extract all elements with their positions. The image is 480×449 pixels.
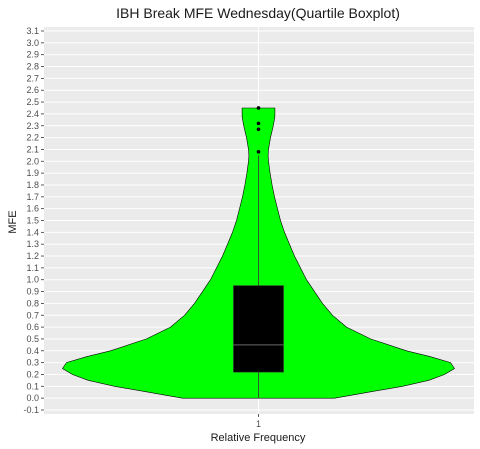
y-tick-label: 2.6 [26, 85, 39, 95]
y-tick-label: -0.1 [23, 405, 39, 415]
y-tick-label: 0.5 [26, 334, 39, 344]
y-tick-label: 1.9 [26, 168, 39, 178]
iqr-box [233, 285, 284, 373]
y-tick-label: 2.8 [26, 62, 39, 72]
y-tick-label: 0.9 [26, 287, 39, 297]
x-axis: 1 [256, 414, 261, 429]
outlier-point [256, 127, 261, 132]
y-tick-label: 2.5 [26, 97, 39, 107]
y-axis-title: MFE [7, 210, 19, 233]
y-tick-label: 1.4 [26, 227, 39, 237]
y-tick-label: 2.9 [26, 50, 39, 60]
y-tick-label: 2.2 [26, 133, 39, 143]
outlier-point [256, 106, 261, 110]
y-tick-label: 1.7 [26, 192, 39, 202]
y-tick-label: 0.7 [26, 310, 39, 320]
y-tick-label: 0.3 [26, 358, 39, 368]
y-tick-label: 2.1 [26, 144, 39, 154]
y-tick-label: 2.4 [26, 109, 39, 119]
y-tick-label: 2.7 [26, 73, 39, 83]
y-tick-label: 0.1 [26, 381, 39, 391]
y-axis: -0.1 0.0 0.1 0.20.3 0.4 0.5 0.6 0.7 0.80.9 1.0 1.1… [23, 26, 44, 415]
outlier-point [256, 150, 261, 154]
y-tick-label: 0.2 [26, 369, 39, 379]
y-tick-label: 3.1 [26, 26, 39, 36]
y-tick-label: 1.6 [26, 204, 39, 214]
y-tick-label: 2.0 [26, 156, 39, 166]
y-tick-label: 1.2 [26, 251, 39, 261]
y-tick-label: 1.8 [26, 180, 39, 190]
boxplot-layer [233, 155, 284, 399]
y-tick-label: 2.3 [26, 121, 39, 131]
y-tick-label: 0.6 [26, 322, 39, 332]
x-tick-label: 1 [256, 419, 261, 429]
x-axis-title: Relative Frequency [211, 432, 306, 444]
outlier-point [256, 121, 261, 126]
y-tick-label: 1.1 [26, 263, 39, 273]
y-tick-label: 1.3 [26, 239, 39, 249]
y-tick-label: 1.5 [26, 216, 39, 226]
outlier-points [256, 106, 261, 154]
chart-title: IBH Break MFE Wednesday(Quartile Boxplot… [116, 5, 400, 21]
y-tick-label: 1.0 [26, 275, 39, 285]
y-tick-label: 0.4 [26, 346, 39, 356]
y-tick-label: 3.0 [26, 38, 39, 48]
y-tick-label: 0.8 [26, 298, 39, 308]
y-tick-label: 0.0 [26, 393, 39, 403]
